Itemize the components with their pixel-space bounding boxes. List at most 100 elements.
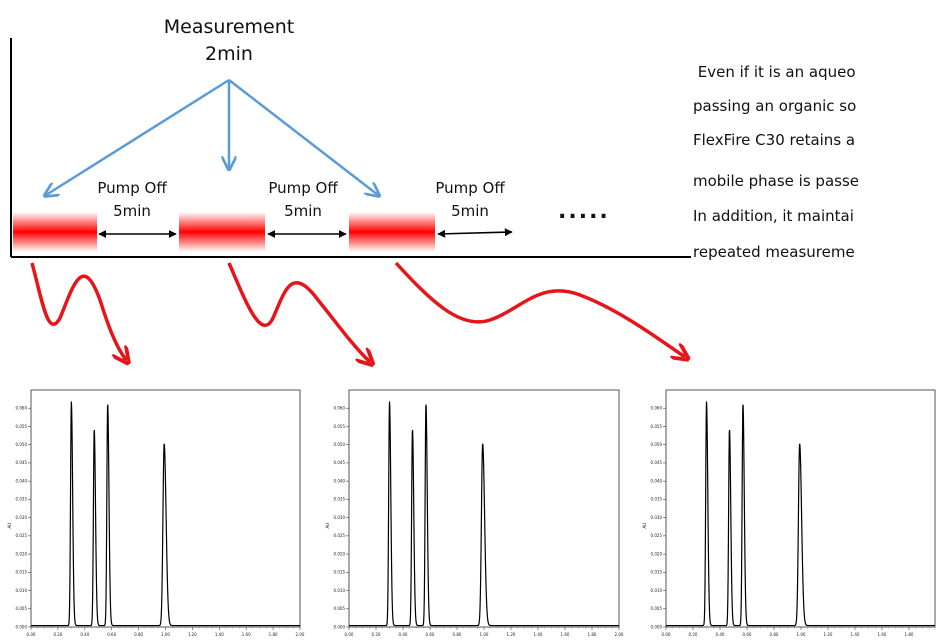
x-tick-label: 1.40 [851,632,860,637]
description-text: Even if it is an aqueo passing an organi… [693,63,859,261]
x-tick-label: 0.60 [743,632,752,637]
description-line-6: repeated measureme [693,243,855,261]
measurement-block-2 [179,212,265,252]
x-tick-label: 1.40 [534,632,543,637]
measurement-arrow-left [46,78,230,195]
y-tick-label: 0.055 [16,424,28,429]
x-tick-label: 0.80 [453,632,462,637]
x-tick-label: 1.20 [507,632,516,637]
description-line-4: mobile phase is passe [693,172,859,190]
x-tick-label: 0.00 [27,632,36,637]
y-tick-label: 0.000 [651,624,663,629]
y-tick-label: 0.030 [334,515,346,520]
x-tick-label: 0.80 [134,632,143,637]
chromatogram-1: 0.000 0.005 0.010 0.015 0.020 0.025 0.030 0.035… [7,389,305,637]
x-tick-label: 1.80 [905,632,914,637]
chromatogram-arrow-2 [227,262,370,362]
y-tick-label: 0.025 [16,533,28,538]
y-tick-label: 0.015 [16,570,28,575]
x-tick-label: 1.20 [188,632,197,637]
description-line-5: In addition, it maintai [693,207,854,225]
x-tick-label: 1.00 [797,632,806,637]
y-tick-label: 0.025 [334,533,346,538]
y-tick-label: 0.025 [651,533,663,538]
description-line-1: Even if it is an aqueo [693,63,856,81]
y-tick-label: 0.005 [16,606,28,611]
chromatogram-trace [31,401,300,627]
y-tick-label: 0.060 [334,406,346,411]
pump-off-label-2: Pump Off [268,179,338,197]
x-tick-label: 1.20 [824,632,833,637]
x-tick-label: 0.40 [399,632,408,637]
description-line-3: FlexFire C30 retains a [693,131,855,149]
y-tick-label: 0.050 [16,442,28,447]
x-tick-label: 1.80 [588,632,597,637]
chromatogram-trace [349,401,619,627]
plot-frame [665,389,936,628]
y-tick-label: 0.020 [651,551,663,556]
chromatogram-2: 0.000 0.005 0.010 0.015 0.020 0.025 0.030 0.035… [325,389,624,637]
y-tick-label: 0.000 [334,624,346,629]
chromatogram-3: 0.000 0.005 0.010 0.015 0.020 0.025 0.030 0.035… [642,389,936,637]
y-tick-label: 0.040 [16,478,28,483]
y-tick-label: 0.020 [334,551,346,556]
y-tick-label: 0.050 [334,442,346,447]
y-tick-label: 0.015 [651,570,663,575]
y-tick-label: 0.015 [334,570,346,575]
x-tick-label: 1.40 [215,632,224,637]
y-tick-label: 0.005 [651,606,663,611]
y-tick-label: 0.010 [651,588,663,593]
x-tick-label: 1.60 [878,632,887,637]
chromatogram-trace [666,401,935,627]
y-tick-label: 0.035 [16,497,28,502]
y-axis-label: AU [7,523,12,529]
x-tick-label: 2.00 [615,632,624,637]
pump-off-duration-1: 5min [113,202,151,220]
y-tick-label: 0.010 [16,588,28,593]
x-tick-label: 0.80 [770,632,779,637]
x-tick-label: 0.20 [372,632,381,637]
pump-off-label-3: Pump Off [435,179,505,197]
y-tick-label: 0.000 [16,624,28,629]
y-tick-label: 0.010 [334,588,346,593]
continuation-dots: ..... [558,199,610,224]
y-tick-label: 0.045 [651,460,663,465]
measurement-arrow-right [228,79,378,195]
measurement-block-1 [13,212,97,252]
y-tick-label: 0.020 [16,551,28,556]
x-tick-label: 1.60 [561,632,570,637]
x-tick-label: 2.00 [296,632,305,637]
x-tick-label: 1.80 [269,632,278,637]
x-tick-label: 0.40 [716,632,725,637]
y-tick-label: 0.045 [334,460,346,465]
x-tick-label: 1.60 [242,632,251,637]
y-tick-label: 0.030 [651,515,663,520]
x-tick-label: 1.00 [161,632,170,637]
chromatogram-arrow-1 [30,262,126,360]
chromatogram-arrow-3 [394,261,685,357]
y-tick-label: 0.045 [16,460,28,465]
pump-off-span-3 [437,228,513,238]
y-tick-label: 0.040 [334,478,346,483]
y-tick-label: 0.055 [651,424,663,429]
y-tick-label: 0.005 [334,606,346,611]
x-tick-label: 0.60 [107,632,116,637]
pump-off-label-1: Pump Off [97,179,167,197]
x-tick-label: 0.20 [689,632,698,637]
pump-off-duration-2: 5min [284,202,322,220]
y-tick-label: 0.055 [334,424,346,429]
measurement-label: Measurement [164,16,294,38]
measurement-block-3 [349,212,435,252]
description-line-2: passing an organic so [693,97,856,115]
x-tick-label: 0.00 [662,632,671,637]
x-tick-label: 0.20 [53,632,62,637]
y-tick-label: 0.035 [334,497,346,502]
y-tick-label: 0.040 [651,478,663,483]
x-tick-label: 0.60 [426,632,435,637]
x-tick-label: 0.00 [345,632,354,637]
y-tick-label: 0.030 [16,515,28,520]
y-tick-label: 0.035 [651,497,663,502]
y-tick-label: 0.050 [651,442,663,447]
y-tick-label: 0.060 [651,406,663,411]
